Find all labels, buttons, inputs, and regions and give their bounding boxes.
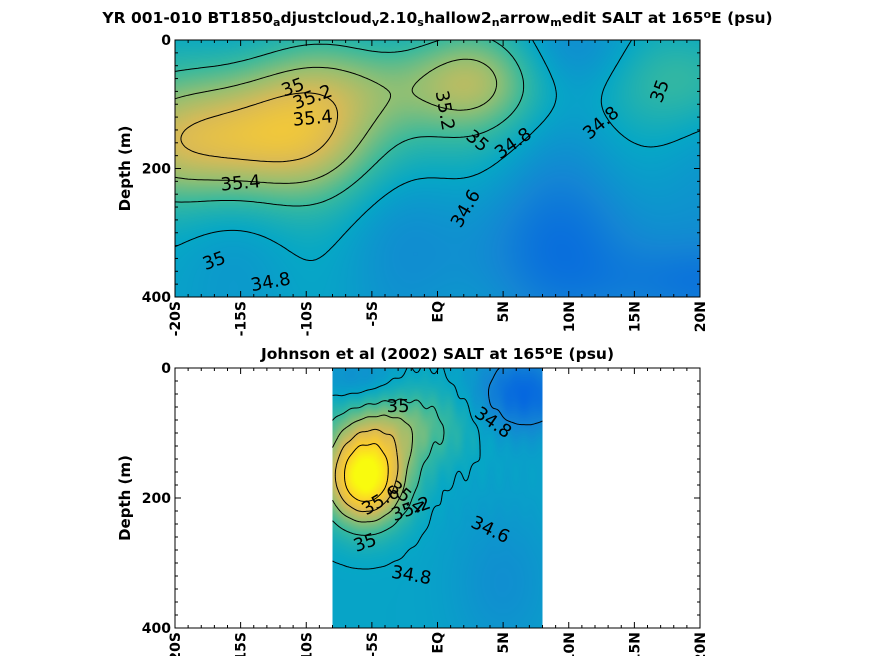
model-salinity-panel: YR 001-010 BT1850adjustcloudv2.10shallow… <box>101 8 772 336</box>
salinity-heatmap <box>332 368 543 628</box>
contour-line-35 <box>174 39 525 207</box>
x-tick-label: 15N <box>627 301 643 332</box>
contour-line-35-2 <box>332 414 413 523</box>
x-tick-label: 20N <box>693 301 709 332</box>
contour-line-34-8 <box>332 367 481 570</box>
contour-line-35-4 <box>180 92 339 163</box>
contour-label: 35.4 <box>292 106 334 130</box>
contour-line-35 <box>332 398 445 536</box>
x-tick-label: EQ <box>431 632 447 654</box>
x-tick-label: 10N <box>562 301 578 332</box>
y-tick-label: 400 <box>142 290 171 306</box>
x-tick-label: -20S <box>168 301 184 336</box>
y-tick-label: 0 <box>161 33 171 49</box>
x-tick-label: 10N <box>562 632 578 656</box>
x-tick-label: -10S <box>299 632 315 656</box>
y-tick-label: 200 <box>142 491 171 507</box>
chart-title: Johnson et al (2002) SALT at 165oE (psu) <box>260 344 614 363</box>
y-axis-label: Depth (m) <box>116 126 134 212</box>
x-tick-label: 20N <box>693 632 709 656</box>
x-tick-label: -20S <box>168 632 184 656</box>
contour-line-34-6 <box>488 367 543 426</box>
x-tick-label: EQ <box>431 301 447 323</box>
y-tick-label: 400 <box>142 621 171 637</box>
x-tick-label: -10S <box>299 301 315 336</box>
observed-salinity-panel: Johnson et al (2002) SALT at 165oE (psu)… <box>116 344 709 656</box>
x-tick-label: -5S <box>365 301 381 327</box>
contour-line-35-2 <box>174 58 498 184</box>
x-tick-label: -15S <box>234 301 250 336</box>
chart-title: YR 001-010 BT1850adjustcloudv2.10shallow… <box>101 8 772 29</box>
y-tick-label: 200 <box>142 162 171 178</box>
contour-label: 35 <box>387 396 410 417</box>
x-tick-label: -5S <box>365 632 381 656</box>
contour-line-35-4 <box>334 428 399 513</box>
x-tick-label: -15S <box>234 632 250 656</box>
salinity-heatmap <box>175 40 700 297</box>
contour-line-35-6 <box>344 443 389 502</box>
x-tick-label: 5N <box>496 301 512 322</box>
y-tick-label: 0 <box>161 361 171 377</box>
y-axis-label: Depth (m) <box>116 455 134 541</box>
contour-label: 35.4 <box>220 171 262 195</box>
x-tick-label: 5N <box>496 632 512 653</box>
x-tick-label: 15N <box>627 632 643 656</box>
